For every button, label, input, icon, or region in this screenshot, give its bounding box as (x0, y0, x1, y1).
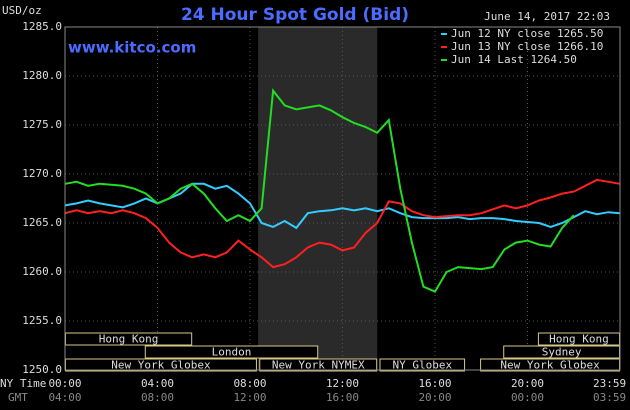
y-tick-label: 1275.0 (22, 118, 62, 131)
x-axis-label: NY Time (0, 377, 46, 390)
legend-label: Jun 13 NY close 1266.10 (451, 40, 603, 53)
x-tick-label: 16:00 (418, 377, 451, 390)
session-label: Sydney (542, 346, 582, 359)
plot-frame (64, 26, 621, 371)
session-label: Hong Kong (549, 333, 609, 346)
y-tick-label: 1255.0 (22, 314, 62, 327)
legend-label: Jun 12 NY close 1265.50 (451, 27, 603, 40)
chart-title: 24 Hour Spot Gold (Bid) (181, 5, 409, 25)
x-tick-label: 08:00 (233, 377, 266, 390)
series-line (64, 178, 621, 269)
watermark: www.kitco.com (68, 39, 196, 57)
x-tick-label: 23:59 (593, 377, 626, 390)
session-bar (259, 358, 378, 372)
x2-tick-label: 16:00 (326, 391, 359, 404)
session-label: NY Globex (392, 359, 452, 372)
session-bar (379, 358, 466, 372)
x-tick-label: 04:00 (141, 377, 174, 390)
y-tick-label: 1280.0 (22, 69, 62, 82)
timestamp: June 14, 2017 22:03 (484, 10, 610, 23)
y-axis-label: USD/oz (2, 4, 42, 17)
x2-tick-label: 04:00 (48, 391, 81, 404)
session-label: Hong Kong (99, 333, 159, 346)
x2-axis-label: GMT (8, 391, 28, 404)
x2-tick-label: 20:00 (418, 391, 451, 404)
x2-tick-label: 00:00 (511, 391, 544, 404)
y-tick-label: 1270.0 (22, 167, 62, 180)
x-tick-label: 20:00 (511, 377, 544, 390)
y-tick-label: 1265.0 (22, 216, 62, 229)
session-label: New York Globex (500, 359, 600, 372)
series-line (64, 88, 575, 293)
x2-tick-label: 03:59 (593, 391, 626, 404)
session-bar (144, 345, 319, 359)
x-tick-label: 00:00 (48, 377, 81, 390)
x2-tick-label: 08:00 (141, 391, 174, 404)
legend-label: Jun 14 Last 1264.50 (451, 53, 577, 66)
y-tick-label: 1260.0 (22, 265, 62, 278)
x2-tick-label: 12:00 (233, 391, 266, 404)
session-label: New York Globex (111, 359, 211, 372)
y-tick-label: 1285.0 (22, 20, 62, 33)
y-tick-label: 1250.0 (22, 363, 62, 376)
x-tick-label: 12:00 (326, 377, 359, 390)
shaded-session (258, 27, 378, 370)
session-label: London (212, 346, 252, 359)
session-label: New York NYMEX (272, 359, 365, 372)
